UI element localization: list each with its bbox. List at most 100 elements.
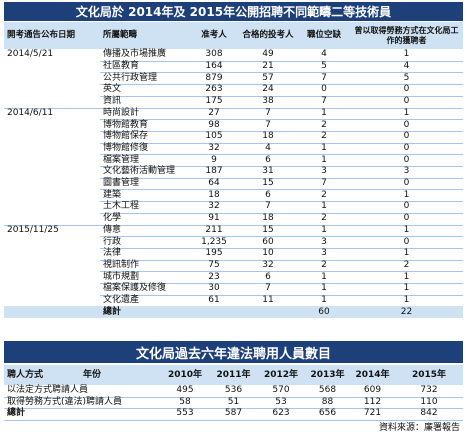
number: 1 (403, 189, 410, 200)
number: 587 (224, 408, 243, 419)
row-line (100, 119, 463, 121)
row-line (100, 60, 463, 62)
number: 1 (321, 107, 327, 118)
column-header: 2012年 (263, 369, 299, 380)
row-line (100, 236, 463, 238)
number: 7 (265, 283, 271, 294)
number: 2 (321, 259, 327, 270)
column-header: 聘人方式 (7, 369, 44, 380)
number: 51 (227, 396, 240, 407)
domain: 建築 (103, 189, 122, 200)
row-line (100, 72, 463, 74)
source: 資料來源：廉署報告 (378, 422, 460, 433)
number: 842 (420, 408, 438, 419)
number: 105 (205, 131, 223, 142)
column-header: 合格的投考人 (242, 29, 294, 40)
number: 187 (205, 166, 223, 177)
domain: 英文 (103, 84, 122, 95)
total-value: 22 (400, 306, 413, 317)
number: 0 (403, 96, 410, 107)
domain: 檔案保護及修復 (103, 283, 167, 294)
number: 1 (403, 49, 410, 60)
domain: 博物館修復 (103, 142, 149, 153)
row-line (4, 224, 463, 226)
number: 879 (205, 72, 223, 83)
number: 15 (262, 224, 274, 235)
row-line (4, 419, 463, 421)
number: 1 (403, 283, 410, 294)
number: 1,235 (201, 236, 227, 247)
number: 2 (321, 189, 327, 200)
date: 2014/6/11 (7, 107, 54, 118)
domain: 文化藝術活動管理 (103, 166, 176, 177)
number: 1 (321, 283, 327, 294)
domain: 土木工程 (103, 201, 140, 212)
row-label: 總計 (7, 408, 26, 419)
number: 495 (176, 385, 194, 396)
number: 1 (321, 201, 327, 212)
row-label: 取得勞務方式(違法)聘請人員 (7, 396, 123, 407)
number: 53 (275, 396, 287, 407)
domain: 時尚設計 (103, 107, 140, 118)
number: 31 (262, 166, 274, 177)
row-line (100, 212, 463, 214)
domain: 化學 (103, 213, 122, 224)
number: 0 (403, 142, 410, 153)
number: 32 (208, 142, 220, 153)
number: 0 (403, 131, 410, 142)
domain: 博物館教育 (103, 119, 149, 130)
row-line (100, 166, 463, 167)
number: 195 (205, 248, 223, 259)
row-line (4, 107, 463, 109)
table-title: 文化局於 2014年及 2015年公開招聘不同範疇二等技術員 (4, 2, 463, 21)
domain: 文化遺產 (103, 295, 140, 306)
row-line (100, 283, 463, 284)
number: 49 (262, 49, 274, 60)
row-line (4, 408, 463, 409)
row-line (100, 84, 463, 86)
number: 0 (403, 178, 410, 189)
column-header: 2014年 (355, 369, 390, 380)
number: 656 (318, 408, 337, 419)
number: 58 (179, 396, 191, 407)
number: 0 (403, 84, 410, 95)
column-header: 2011年 (216, 369, 251, 380)
number: 2 (403, 259, 410, 270)
domain: 法律 (103, 248, 122, 259)
row-line (100, 177, 463, 179)
column-header: 年份 (83, 369, 102, 380)
number: 1 (403, 248, 410, 259)
number: 609 (363, 385, 382, 396)
row-line (4, 396, 463, 398)
number: 110 (420, 396, 438, 407)
row-line (100, 271, 463, 273)
number: 6 (265, 271, 271, 282)
number: 0 (403, 213, 410, 224)
number: 6 (265, 154, 271, 165)
number: 24 (262, 84, 274, 95)
number: 536 (224, 385, 243, 396)
number: 27 (208, 107, 220, 118)
number: 1 (321, 154, 327, 165)
column-header: 曾以取得勞務方式在文化局工作的獲聘者 (354, 26, 459, 45)
column-header: 准考人 (201, 29, 227, 40)
row-line (100, 259, 463, 261)
number: 15 (262, 178, 274, 189)
number: 75 (208, 259, 220, 270)
number: 732 (420, 385, 438, 396)
number: 91 (208, 213, 220, 224)
number: 263 (205, 84, 223, 95)
row-line (100, 95, 463, 97)
domain: 公共行政管理 (103, 72, 158, 83)
number: 9 (211, 154, 217, 165)
number: 211 (205, 224, 223, 235)
column-header: 2015年 (411, 369, 447, 380)
row-line (100, 142, 463, 144)
number: 5 (403, 72, 410, 83)
domain: 行政 (103, 236, 122, 247)
number: 23 (208, 271, 220, 282)
number: 3 (403, 166, 410, 177)
number: 0 (403, 119, 410, 130)
total-value: 60 (318, 306, 330, 317)
